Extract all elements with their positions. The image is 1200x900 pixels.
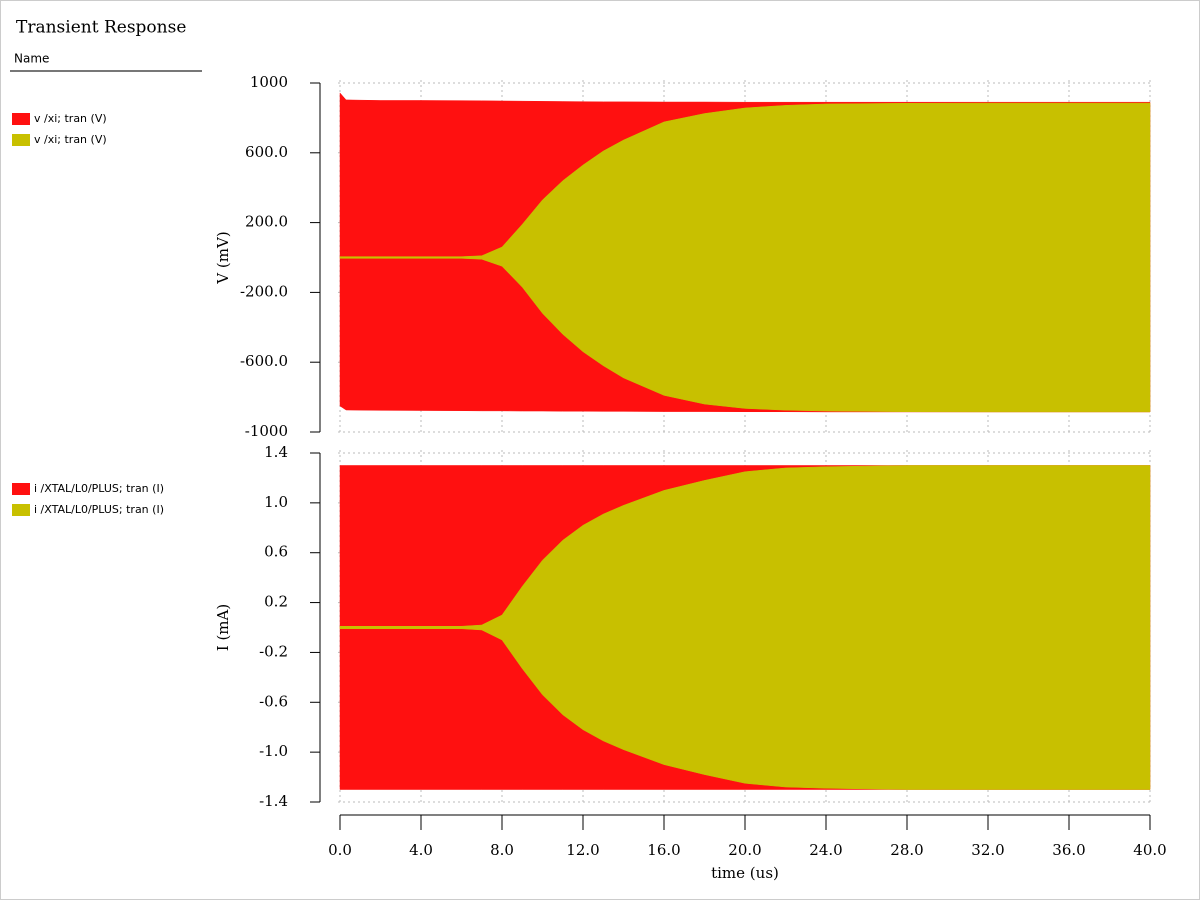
y-tick-label: -200.0	[240, 282, 288, 300]
y-axis-label: V (mV)	[214, 231, 232, 284]
legend-swatch	[12, 113, 30, 125]
y-tick-label: 1000	[250, 73, 288, 91]
signal-envelope	[339, 102, 1151, 258]
x-axis-label: time (us)	[711, 864, 779, 882]
x-tick-label: 0.0	[328, 841, 352, 859]
legend-swatch	[12, 134, 30, 146]
signal-envelope	[339, 465, 1151, 628]
x-tick-label: 24.0	[809, 841, 842, 859]
legend-label: i /XTAL/L0/PLUS; tran (I)	[34, 482, 164, 495]
x-tick-label: 4.0	[409, 841, 433, 859]
x-tick-label: 16.0	[647, 841, 680, 859]
signal-envelope	[339, 257, 1151, 413]
y-tick-label: -0.2	[259, 642, 288, 660]
y-tick-label: -1.0	[259, 742, 288, 760]
x-tick-label: 36.0	[1052, 841, 1085, 859]
y-tick-label: 200.0	[245, 213, 288, 231]
legend-label: i /XTAL/L0/PLUS; tran (I)	[34, 503, 164, 516]
y-tick-label: -1000	[245, 422, 288, 440]
y-tick-label: -0.6	[259, 692, 288, 710]
y-tick-label: 0.6	[264, 543, 288, 561]
x-tick-label: 40.0	[1133, 841, 1166, 859]
legend-header: Name	[14, 52, 49, 66]
y-axis-label: I (mA)	[214, 604, 232, 651]
y-tick-label: 0.2	[264, 593, 288, 611]
window-title: Transient Response	[16, 18, 186, 38]
legend-label: v /xi; tran (V)	[34, 112, 107, 125]
y-tick-label: 600.0	[245, 143, 288, 161]
signal-envelope	[339, 627, 1151, 790]
y-tick-label: -1.4	[259, 792, 288, 810]
y-tick-label: -600.0	[240, 352, 288, 370]
y-tick-label: 1.0	[264, 493, 288, 511]
x-tick-label: 32.0	[971, 841, 1004, 859]
legend-swatch	[12, 483, 30, 495]
legend-label: v /xi; tran (V)	[34, 133, 107, 146]
legend-swatch	[12, 504, 30, 516]
x-tick-label: 8.0	[490, 841, 514, 859]
x-tick-label: 28.0	[890, 841, 923, 859]
y-tick-label: 1.4	[264, 443, 288, 461]
x-tick-label: 20.0	[728, 841, 761, 859]
x-tick-label: 12.0	[566, 841, 599, 859]
